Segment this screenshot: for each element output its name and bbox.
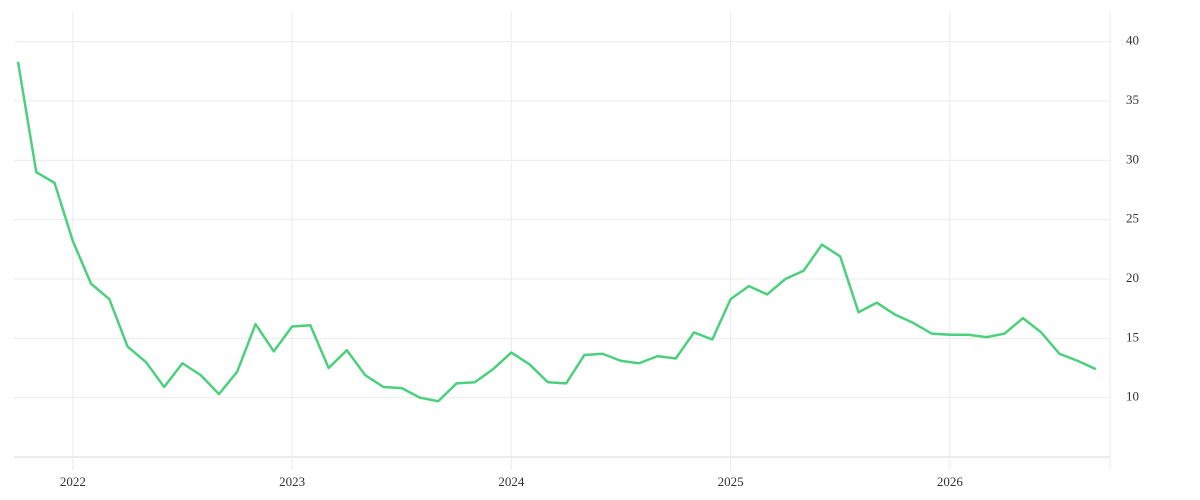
y-tick-label: 15 <box>1126 329 1139 344</box>
data-line <box>16 61 1097 403</box>
y-tick-label: 40 <box>1126 33 1139 48</box>
y-tick-label: 20 <box>1126 270 1139 285</box>
x-tick-label: 2024 <box>498 474 525 489</box>
y-tick-label: 30 <box>1126 151 1139 166</box>
x-tick-label: 2025 <box>718 474 744 489</box>
x-tick-label: 2026 <box>937 474 964 489</box>
y-tick-label: 35 <box>1126 92 1139 107</box>
x-tick-label: 2023 <box>279 474 305 489</box>
y-tick-label: 25 <box>1126 211 1139 226</box>
y-tick-label: 10 <box>1126 389 1139 404</box>
x-tick-label: 2022 <box>60 474 86 489</box>
